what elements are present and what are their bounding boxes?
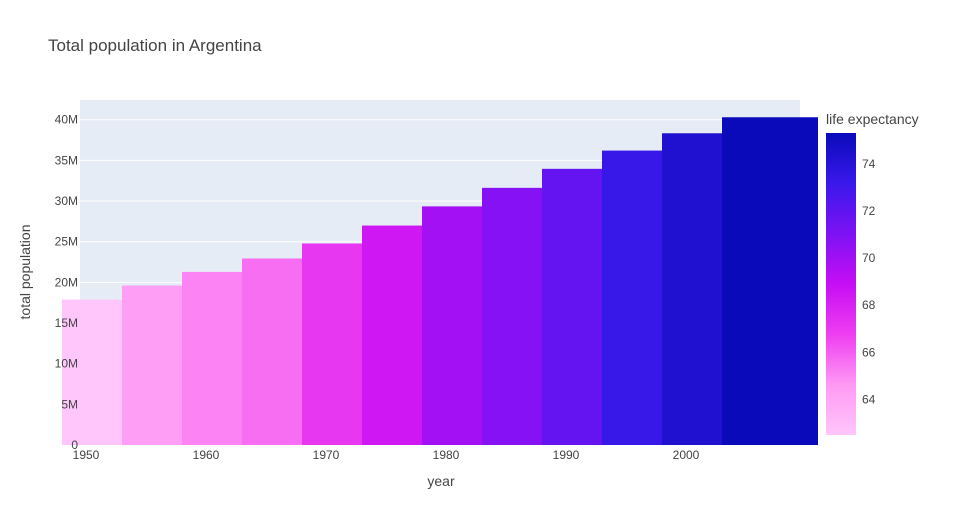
x-tick-label: 1970	[313, 448, 340, 462]
colorbar-tick-label: 70	[862, 251, 876, 265]
x-axis-title: year	[427, 473, 455, 489]
x-axis-ticks: 1950 1960 1970 1980 1990 2000	[73, 448, 700, 462]
y-tick-label: 15M	[55, 316, 78, 330]
y-tick-label: 5M	[61, 397, 78, 411]
y-axis-title: total population	[17, 225, 33, 320]
y-tick-label: 40M	[55, 113, 78, 127]
x-tick-label: 2000	[673, 448, 700, 462]
y-tick-label: 35M	[55, 153, 78, 167]
colorbar-ticks: 64 66 68 70 72 74	[862, 157, 876, 406]
x-tick-label: 1950	[73, 448, 100, 462]
y-tick-label: 20M	[55, 275, 78, 289]
x-tick-label: 1960	[193, 448, 220, 462]
colorbar-tick-label: 74	[862, 157, 876, 171]
bars	[62, 117, 818, 445]
bar[interactable]	[722, 117, 818, 445]
y-tick-label: 25M	[55, 235, 78, 249]
colorbar-tick-label: 66	[862, 345, 876, 359]
y-tick-label: 10M	[55, 357, 78, 371]
x-tick-label: 1990	[553, 448, 580, 462]
x-tick-label: 1980	[433, 448, 460, 462]
colorbar-tick-label: 68	[862, 298, 876, 312]
colorbar: life expectancy 64 66 68 70 72 74	[826, 111, 919, 435]
chart-title: Total population in Argentina	[48, 36, 262, 55]
colorbar-tick-label: 64	[862, 392, 876, 406]
y-tick-label: 0	[71, 438, 78, 452]
y-axis-ticks: 0 5M 10M 15M 20M 25M 30M 35M 40M	[55, 113, 79, 452]
colorbar-gradient	[826, 133, 856, 435]
colorbar-tick-label: 72	[862, 204, 876, 218]
y-tick-label: 30M	[55, 194, 78, 208]
colorbar-title: life expectancy	[826, 111, 919, 127]
